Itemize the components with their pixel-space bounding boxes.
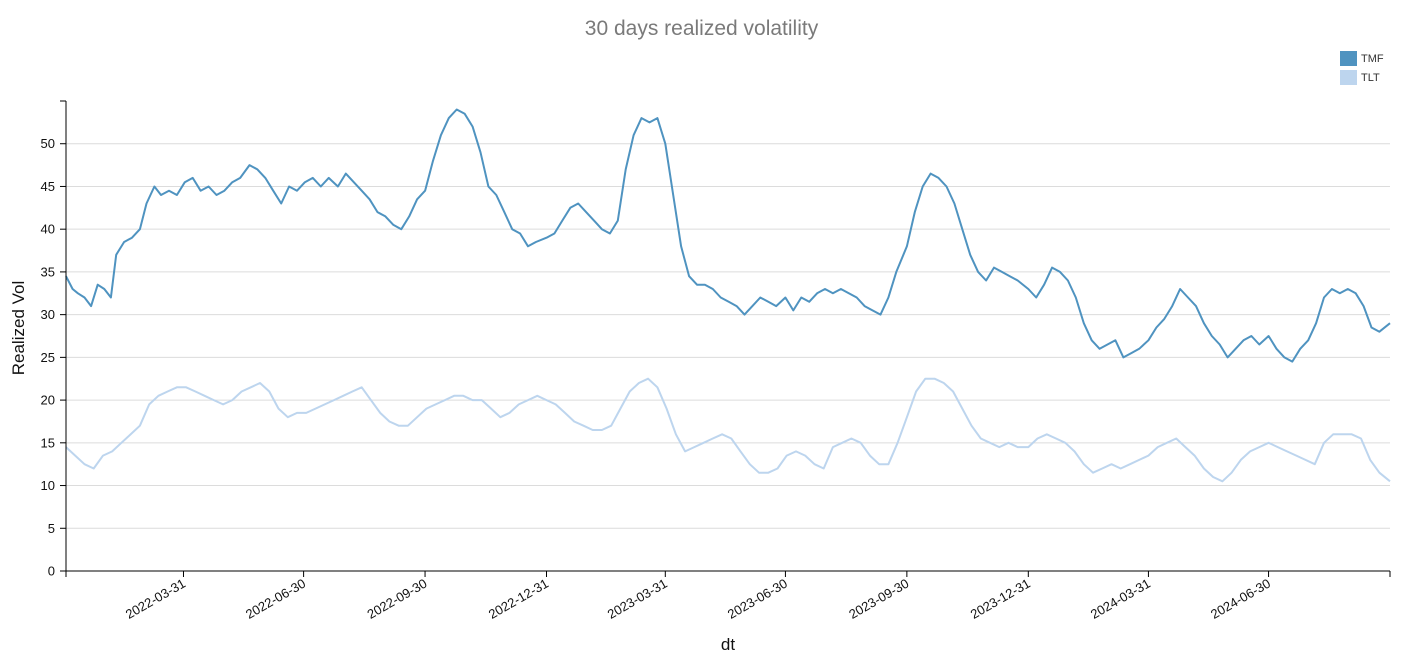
legend-label-tlt: TLT — [1361, 71, 1380, 84]
x-tick-label: 2023-03-31 — [605, 576, 670, 622]
gridlines — [66, 143, 1390, 529]
x-tick-label: 2023-12-31 — [968, 576, 1033, 622]
legend-swatch-tlt — [1340, 70, 1357, 85]
x-tick-label: 2022-03-31 — [123, 576, 188, 622]
x-tick-label: 2024-06-30 — [1208, 576, 1273, 622]
axes: 0 5 10 15 20 25 30 35 40 45 50 2022-03-31 2022-06-30… — [41, 100, 1391, 622]
legend-label-tmf: TMF — [1361, 52, 1384, 65]
x-tick-label: 2023-09-30 — [846, 576, 911, 622]
y-tick-label: 15 — [41, 435, 55, 450]
x-tick-label: 2022-12-31 — [486, 576, 551, 622]
y-axis-label: Realized Vol — [9, 281, 28, 376]
legend-swatch-tmf — [1340, 51, 1357, 66]
x-tick-label: 2022-09-30 — [364, 576, 429, 622]
y-tick-label: 25 — [41, 350, 55, 365]
legend-item-tmf: TMF — [1340, 49, 1384, 68]
x-tick-label: 2024-03-31 — [1088, 576, 1153, 622]
chart-title: 30 days realized volatility — [584, 17, 819, 40]
y-tick-label: 30 — [41, 307, 55, 322]
legend: TMF TLT — [1340, 49, 1384, 87]
y-tick-label: 50 — [41, 136, 55, 151]
series-line-tmf — [65, 108, 1391, 363]
series-line-tlt — [65, 377, 1391, 483]
legend-item-tlt: TLT — [1340, 68, 1384, 87]
y-tick-label: 45 — [41, 179, 55, 194]
x-axis-label: dt — [721, 635, 735, 653]
y-tick-label: 0 — [48, 564, 55, 579]
y-tick-label: 20 — [41, 393, 55, 408]
x-tick-label: 2023-06-30 — [725, 576, 790, 622]
x-tick-label: 2022-06-30 — [243, 576, 308, 622]
series-layer — [65, 108, 1391, 483]
y-tick-label: 35 — [41, 264, 55, 279]
y-tick-label: 10 — [41, 478, 55, 493]
y-tick-label: 5 — [48, 521, 55, 536]
y-tick-label: 40 — [41, 222, 55, 237]
